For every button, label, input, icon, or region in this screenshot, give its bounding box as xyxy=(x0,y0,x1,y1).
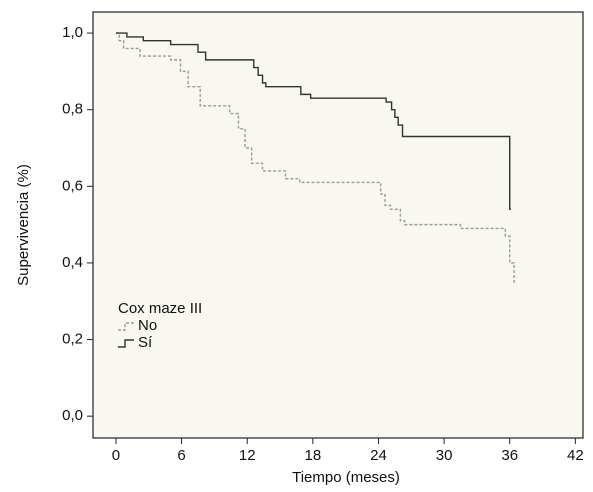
survival-curve xyxy=(115,32,511,210)
x-tick-label: 6 xyxy=(177,447,185,464)
x-tick-label: 36 xyxy=(501,447,518,464)
x-tick-label: 30 xyxy=(436,447,453,464)
y-tick-label: 0,8 xyxy=(62,101,83,118)
x-tick-label: 18 xyxy=(305,447,322,464)
y-tick-label: 0,4 xyxy=(62,254,83,271)
y-tick-label: 0,2 xyxy=(62,331,83,348)
legend-label: No xyxy=(138,317,157,334)
y-tick-label: 0,6 xyxy=(62,177,83,194)
legend-swatch xyxy=(118,322,134,331)
x-tick-label: 12 xyxy=(239,447,256,464)
x-tick-label: 42 xyxy=(567,447,584,464)
x-axis-label: Tiempo (meses) xyxy=(292,469,400,486)
legend-label: Sí xyxy=(138,334,153,351)
y-tick-label: 1,0 xyxy=(62,24,83,41)
survival-curve xyxy=(115,32,516,283)
x-tick-label: 0 xyxy=(112,447,120,464)
legend-swatch xyxy=(118,339,134,348)
x-tick-label: 24 xyxy=(370,447,387,464)
legend-title: Cox maze III xyxy=(118,300,202,317)
y-axis-label: Supervivencia (%) xyxy=(15,164,32,286)
y-tick-label: 0,0 xyxy=(62,407,83,424)
plot-frame xyxy=(92,11,584,439)
